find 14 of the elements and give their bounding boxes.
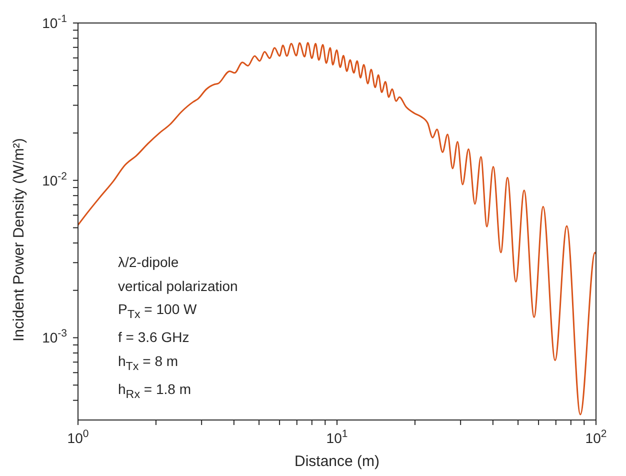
annotation: vertical polarization	[118, 276, 238, 296]
annotation: P$_{Tx}$ = 100 W	[118, 300, 198, 323]
x-tick-label: 10$^{2}$	[585, 428, 607, 446]
y-tick-label: 10$^{-2}$	[42, 170, 68, 188]
annotation: f = 3.6 GHz	[118, 328, 190, 348]
x-tick-label: 10$^{0}$	[67, 428, 89, 446]
y-axis-title: Incident Power Density (W/m²)	[10, 138, 28, 342]
x-tick-label: 10$^{1}$	[326, 428, 348, 446]
annotation: λ/2-dipole	[118, 253, 180, 272]
annotation: h$_{Rx}$ = 1.8 m	[118, 380, 192, 403]
x-axis-title: Distance (m)	[294, 453, 380, 470]
y-tick-label: 10$^{-1}$	[42, 13, 68, 31]
annotation: h$_{Tx}$ = 8 m	[118, 352, 180, 375]
y-tick-label: 10$^{-3}$	[42, 328, 68, 346]
